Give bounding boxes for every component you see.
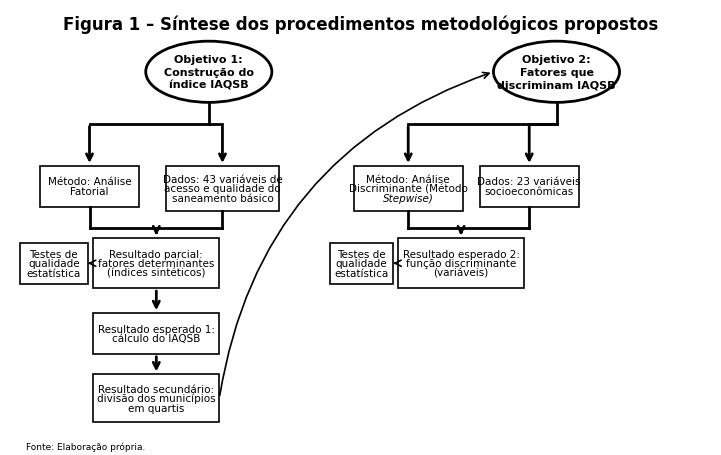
FancyBboxPatch shape bbox=[398, 239, 524, 288]
FancyBboxPatch shape bbox=[93, 239, 219, 288]
Text: Resultado secundário:: Resultado secundário: bbox=[98, 384, 214, 394]
Text: índice IAQSB: índice IAQSB bbox=[169, 80, 249, 90]
Text: (índices sintéticos): (índices sintéticos) bbox=[107, 268, 205, 278]
Text: divisão dos municípios: divisão dos municípios bbox=[97, 393, 216, 404]
Text: Discriminante (Método: Discriminante (Método bbox=[349, 184, 468, 194]
Text: qualidade: qualidade bbox=[336, 259, 387, 268]
Text: socioeconômicas: socioeconômicas bbox=[485, 187, 574, 197]
Text: Resultado esperado 1:: Resultado esperado 1: bbox=[98, 324, 215, 334]
FancyBboxPatch shape bbox=[93, 374, 219, 422]
Ellipse shape bbox=[146, 42, 272, 103]
Text: cálculo do IAQSB: cálculo do IAQSB bbox=[112, 334, 200, 344]
Text: em quartis: em quartis bbox=[128, 403, 185, 413]
Text: Objetivo 1:: Objetivo 1: bbox=[174, 55, 243, 65]
FancyBboxPatch shape bbox=[167, 167, 279, 212]
Text: Testes de: Testes de bbox=[30, 249, 78, 259]
FancyBboxPatch shape bbox=[19, 243, 88, 284]
Text: Testes de: Testes de bbox=[337, 249, 386, 259]
Text: Construção do: Construção do bbox=[164, 68, 254, 78]
Text: Figura 1 – Síntese dos procedimentos metodológicos propostos: Figura 1 – Síntese dos procedimentos met… bbox=[63, 16, 658, 34]
Text: Resultado esperado 2:: Resultado esperado 2: bbox=[402, 249, 520, 259]
Text: (variáveis): (variáveis) bbox=[433, 268, 489, 278]
FancyBboxPatch shape bbox=[40, 167, 139, 207]
Text: Resultado parcial:: Resultado parcial: bbox=[110, 249, 203, 259]
Text: Fatorial: Fatorial bbox=[70, 187, 109, 197]
FancyBboxPatch shape bbox=[479, 167, 579, 207]
Text: qualidade: qualidade bbox=[28, 259, 79, 268]
Text: estatística: estatística bbox=[335, 268, 389, 278]
Text: Fonte: Elaboração própria.: Fonte: Elaboração própria. bbox=[27, 442, 146, 451]
Text: discriminam IAQSB: discriminam IAQSB bbox=[497, 80, 616, 90]
Text: Dados: 23 variáveis: Dados: 23 variáveis bbox=[477, 177, 581, 187]
FancyBboxPatch shape bbox=[93, 313, 219, 354]
Text: Método: Análise: Método: Análise bbox=[48, 177, 131, 187]
Text: Dados: 43 variáveis de: Dados: 43 variáveis de bbox=[162, 175, 283, 185]
Text: acesso e qualidade do: acesso e qualidade do bbox=[164, 184, 280, 194]
FancyBboxPatch shape bbox=[329, 243, 393, 284]
Ellipse shape bbox=[493, 42, 619, 103]
FancyBboxPatch shape bbox=[354, 167, 463, 212]
Text: fatores determinantes: fatores determinantes bbox=[98, 259, 215, 268]
Text: Fatores que: Fatores que bbox=[520, 68, 593, 78]
Text: Stepwise): Stepwise) bbox=[383, 193, 433, 203]
Text: função discriminante: função discriminante bbox=[406, 259, 516, 268]
Text: estatística: estatística bbox=[27, 268, 81, 278]
Text: Método: Análise: Método: Análise bbox=[366, 175, 450, 185]
Text: saneamento básico: saneamento básico bbox=[172, 193, 273, 203]
Text: Objetivo 2:: Objetivo 2: bbox=[522, 55, 590, 65]
